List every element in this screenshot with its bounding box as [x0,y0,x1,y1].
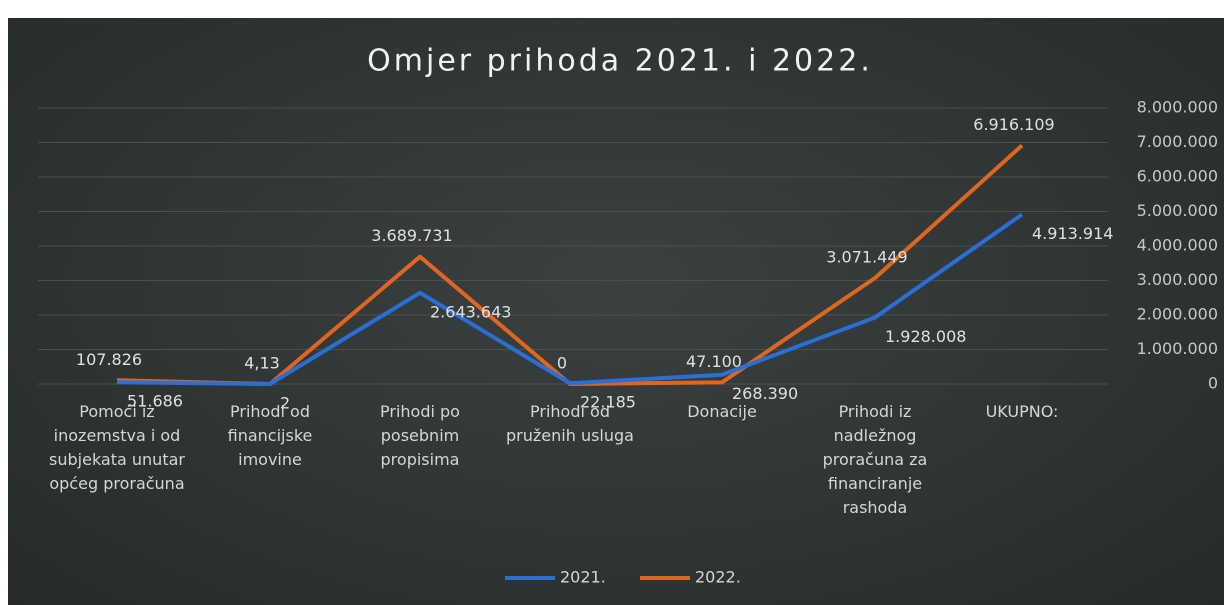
y-tick-label: 3.000.000 [1137,270,1218,289]
data-label: 4,13 [244,353,280,372]
y-tick-label: 7.000.000 [1137,132,1218,151]
data-label: 47.100 [686,352,742,371]
data-label: 2 [280,393,290,412]
data-label: 268.390 [732,384,798,403]
x-tick-label: Prihodi od financijske imovine [227,402,313,469]
y-tick-label: 6.000.000 [1137,167,1218,186]
chart: Omjer prihoda 2021. i 2022. 0 1.000.000 2.… [38,44,1218,587]
y-tick-label: 0 [1208,374,1218,393]
x-tick-label: Prihodi po posebnim propisima [380,402,460,469]
data-label: 3.071.449 [826,248,907,267]
chart-title: Omjer prihoda 2021. i 2022. [367,44,873,79]
series-line [116,212,1024,386]
data-label: 51.686 [127,392,183,411]
data-label: 6.916.109 [973,115,1054,134]
legend-label: 2022. [695,568,741,587]
data-label: 1.928.008 [885,327,966,346]
data-label: 107.826 [76,350,142,369]
chart-area: Omjer prihoda 2021. i 2022. 0 1.000.000 2.… [8,18,1224,605]
x-tick-label: Prihodi iz nadležnog proračuna za financ… [822,402,928,517]
x-tick-label: Pomoći iz inozemstva i od subjekata unut… [49,402,185,493]
x-tick-label: Prihodi od pruženih usluga [506,402,634,445]
legend-label: 2021. [560,568,606,587]
data-label: 0 [557,354,567,373]
x-tick-label: Donacije [687,402,757,421]
y-tick-label: 5.000.000 [1137,201,1218,220]
y-tick-label: 8.000.000 [1137,98,1218,117]
data-label: 3.689.731 [371,226,452,245]
data-label: 4.913.914 [1032,224,1113,243]
y-tick-label: 4.000.000 [1137,236,1218,255]
data-label: 2.643.643 [430,302,511,321]
x-tick-label: UKUPNO: [985,402,1059,421]
y-tick-label: 1.000.000 [1137,339,1218,358]
y-tick-label: 2.000.000 [1137,305,1218,324]
data-label: 22.185 [580,393,636,412]
